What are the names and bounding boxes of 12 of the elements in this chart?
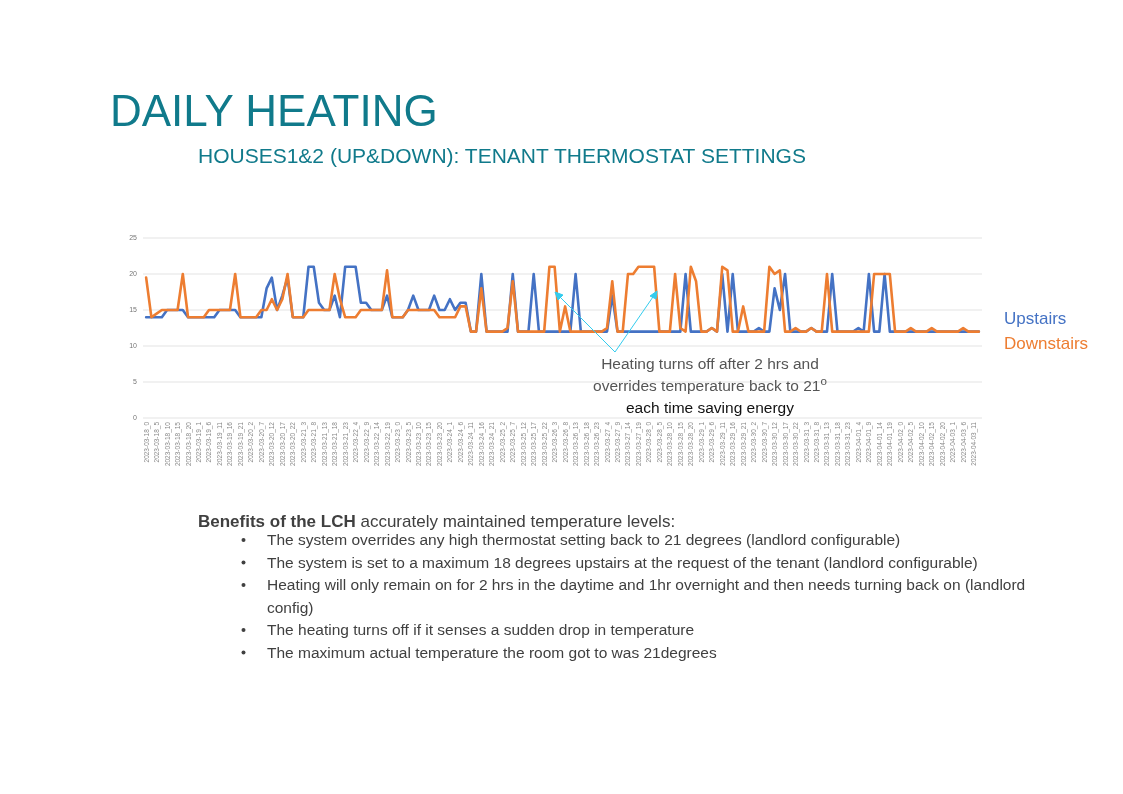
- chart-subtitle: HOUSES1&2 (UP&DOWN): TENANT THERMOSTAT SETTINGS: [198, 144, 806, 167]
- text: Heating will only remain on for 2 hrs in the daytime and 1hr overnight and then needs turning back on (landlord config): [267, 576, 1026, 616]
- text: The system is set to a maximum 18 degrees upstairs at the request of the tenant (landlord configurable): [267, 553, 978, 571]
- text: The heating turns off if it senses a sudden drop in temperature: [267, 621, 695, 638]
- series-label: Downstairs: [1004, 334, 1089, 353]
- text: Benefits of the LCH: [198, 512, 356, 531]
- text: accurately maintained temperature levels:: [355, 512, 676, 531]
- text: The system overrides any high thermostat setting back to 21 degrees (landlord configurable): [267, 531, 901, 548]
- series-label: Upstairs: [1004, 309, 1067, 328]
- chart-title: DAILY HEATING: [110, 86, 438, 135]
- text: Heating turns off after 2 hrs and overrides temperature back to 21$^{o}$ each time saving energy: [593, 355, 827, 416]
- text: The maximum actual temperature the room got to was 21degrees: [267, 643, 717, 661]
